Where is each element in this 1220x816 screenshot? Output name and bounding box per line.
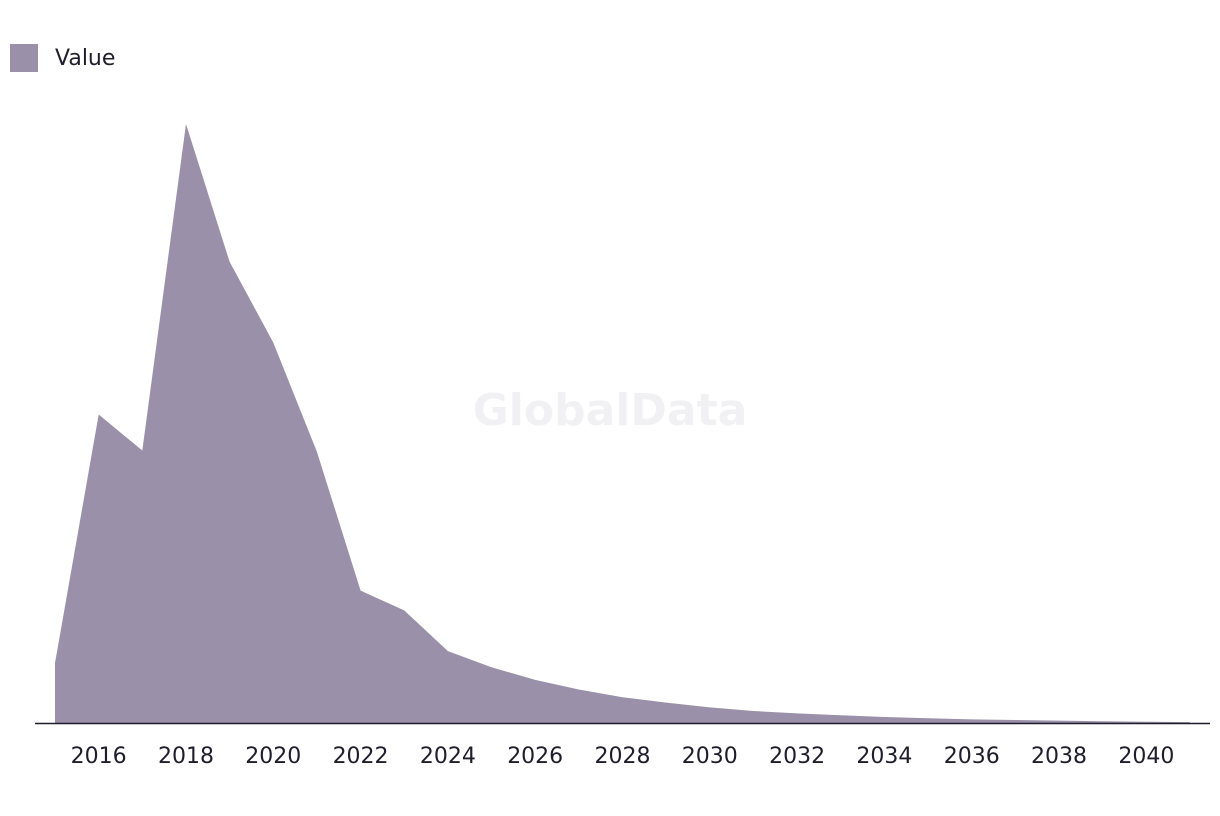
x-tick-label: 2018 bbox=[158, 744, 214, 769]
x-tick-label: 2038 bbox=[1031, 744, 1087, 769]
chart-legend: Value bbox=[10, 44, 115, 72]
x-axis-ticks: 2016 2018 2020 2022 2024 2026 2028 2030 2032 2034… bbox=[71, 744, 1175, 769]
x-tick-label: 2034 bbox=[856, 744, 912, 769]
x-tick-label: 2016 bbox=[71, 744, 127, 769]
x-tick-label: 2020 bbox=[245, 744, 301, 769]
series-area-value bbox=[55, 124, 1190, 723]
x-tick-label: 2032 bbox=[769, 744, 825, 769]
legend-swatch bbox=[10, 44, 38, 72]
x-tick-label: 2030 bbox=[682, 744, 738, 769]
x-tick-label: 2028 bbox=[595, 744, 651, 769]
x-tick-label: 2024 bbox=[420, 744, 476, 769]
watermark-text: GlobalData bbox=[473, 385, 748, 436]
x-tick-label: 2022 bbox=[333, 744, 389, 769]
x-tick-label: 2040 bbox=[1118, 744, 1174, 769]
legend-label: Value bbox=[55, 45, 116, 71]
x-tick-label: 2036 bbox=[944, 744, 1000, 769]
x-tick-label: 2026 bbox=[507, 744, 563, 769]
